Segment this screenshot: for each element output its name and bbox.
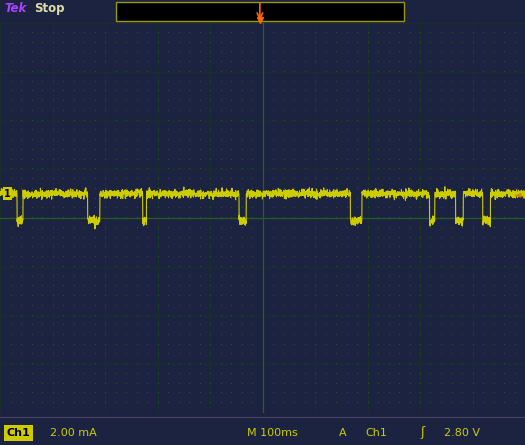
- Text: 2.00 mA: 2.00 mA: [50, 428, 97, 438]
- Text: Ch1: Ch1: [365, 428, 387, 438]
- Text: Ch1: Ch1: [6, 428, 30, 438]
- Text: Tek: Tek: [4, 2, 27, 15]
- Text: ʃ: ʃ: [420, 426, 424, 439]
- Text: Stop: Stop: [34, 2, 65, 15]
- Text: M 100ms: M 100ms: [247, 428, 298, 438]
- Text: 2.80 V: 2.80 V: [444, 428, 480, 438]
- Text: A: A: [339, 428, 346, 438]
- Text: 1: 1: [4, 189, 11, 198]
- Text: ◄: ◄: [514, 189, 521, 198]
